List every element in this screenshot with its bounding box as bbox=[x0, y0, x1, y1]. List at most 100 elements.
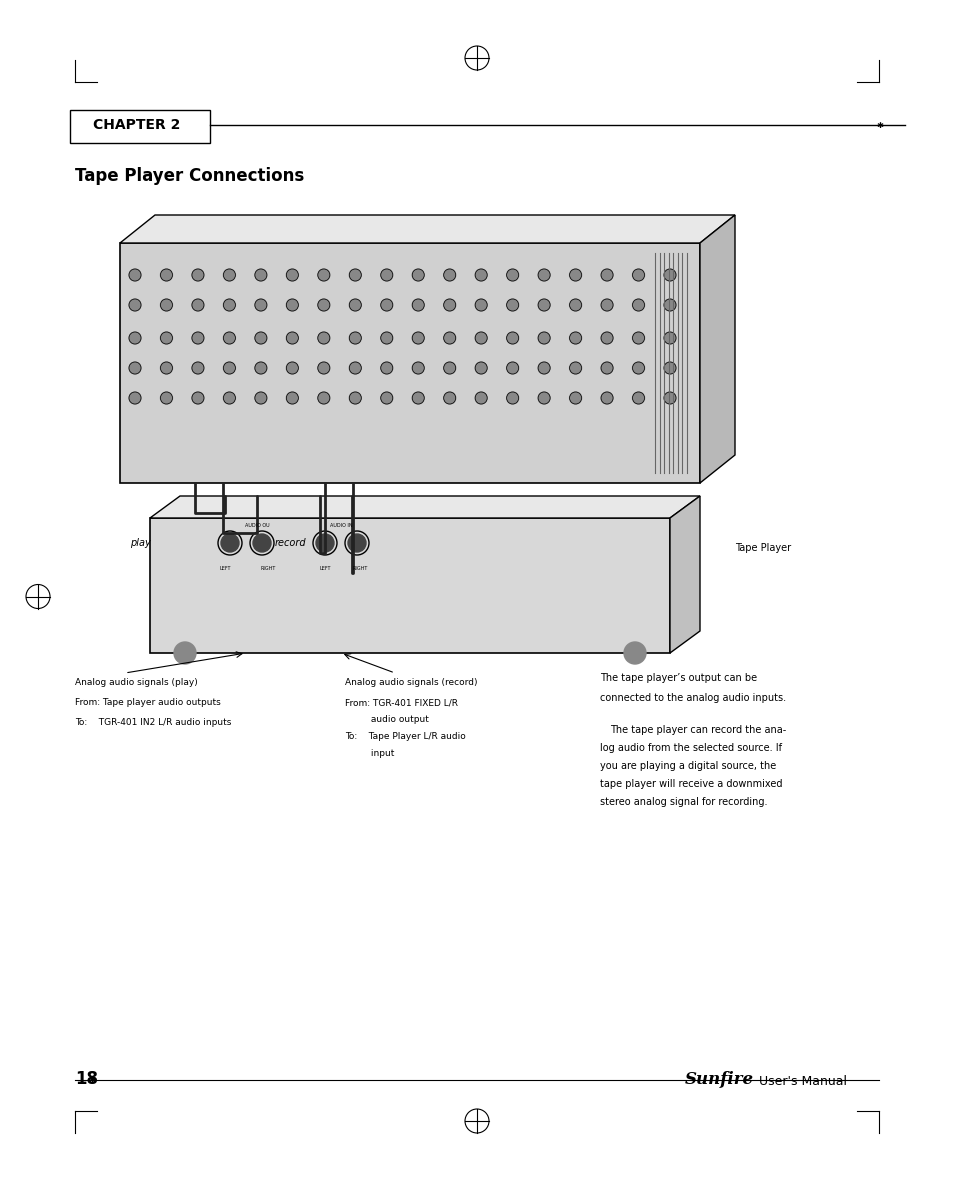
Circle shape bbox=[254, 332, 267, 344]
Circle shape bbox=[506, 268, 518, 282]
Circle shape bbox=[253, 534, 271, 552]
Circle shape bbox=[129, 361, 141, 373]
Circle shape bbox=[349, 299, 361, 311]
Circle shape bbox=[317, 332, 330, 344]
Text: Tape Player Connections: Tape Player Connections bbox=[75, 167, 304, 185]
Circle shape bbox=[317, 361, 330, 373]
Circle shape bbox=[317, 299, 330, 311]
Text: To:    Tape Player L/R audio: To: Tape Player L/R audio bbox=[345, 733, 465, 741]
Circle shape bbox=[475, 361, 487, 373]
Circle shape bbox=[254, 268, 267, 282]
Circle shape bbox=[412, 361, 424, 373]
Text: 18: 18 bbox=[75, 1070, 98, 1088]
Bar bbox=[150, 518, 669, 653]
Circle shape bbox=[663, 332, 676, 344]
Circle shape bbox=[160, 392, 172, 404]
Circle shape bbox=[349, 392, 361, 404]
Circle shape bbox=[254, 361, 267, 373]
Circle shape bbox=[221, 534, 239, 552]
Text: To:    TGR-401 IN2 L/R audio inputs: To: TGR-401 IN2 L/R audio inputs bbox=[75, 718, 232, 727]
Circle shape bbox=[380, 299, 393, 311]
Circle shape bbox=[443, 392, 456, 404]
Bar bbox=[120, 243, 700, 483]
Text: LEFT: LEFT bbox=[219, 565, 231, 571]
Circle shape bbox=[349, 332, 361, 344]
Circle shape bbox=[223, 268, 235, 282]
Circle shape bbox=[223, 299, 235, 311]
Circle shape bbox=[160, 268, 172, 282]
Bar bbox=[70, 110, 210, 143]
Circle shape bbox=[160, 361, 172, 373]
Text: you are playing a digital source, the: you are playing a digital source, the bbox=[599, 761, 776, 771]
Text: AUDIO OU: AUDIO OU bbox=[245, 523, 270, 528]
Circle shape bbox=[412, 299, 424, 311]
Polygon shape bbox=[669, 496, 700, 653]
Circle shape bbox=[663, 392, 676, 404]
Text: stereo analog signal for recording.: stereo analog signal for recording. bbox=[599, 797, 767, 806]
Text: tape player will receive a downmixed: tape player will receive a downmixed bbox=[599, 779, 781, 789]
Circle shape bbox=[380, 268, 393, 282]
Circle shape bbox=[632, 332, 644, 344]
Circle shape bbox=[537, 299, 550, 311]
Text: ✱: ✱ bbox=[89, 1076, 95, 1084]
Text: RIGHT: RIGHT bbox=[352, 565, 367, 571]
Text: audio output: audio output bbox=[345, 715, 429, 724]
Text: Analog audio signals (record): Analog audio signals (record) bbox=[345, 678, 477, 687]
Circle shape bbox=[412, 332, 424, 344]
Circle shape bbox=[569, 332, 581, 344]
Circle shape bbox=[537, 392, 550, 404]
Circle shape bbox=[506, 392, 518, 404]
Circle shape bbox=[380, 332, 393, 344]
Circle shape bbox=[286, 299, 298, 311]
Circle shape bbox=[380, 361, 393, 373]
Circle shape bbox=[569, 268, 581, 282]
Circle shape bbox=[380, 392, 393, 404]
Text: log audio from the selected source. If: log audio from the selected source. If bbox=[599, 743, 781, 753]
Circle shape bbox=[160, 332, 172, 344]
Circle shape bbox=[129, 392, 141, 404]
Circle shape bbox=[506, 299, 518, 311]
Circle shape bbox=[600, 392, 613, 404]
Circle shape bbox=[317, 268, 330, 282]
Circle shape bbox=[192, 332, 204, 344]
Circle shape bbox=[632, 268, 644, 282]
Circle shape bbox=[412, 392, 424, 404]
Text: Tape Player: Tape Player bbox=[734, 543, 790, 554]
Circle shape bbox=[443, 361, 456, 373]
Circle shape bbox=[223, 361, 235, 373]
Circle shape bbox=[129, 268, 141, 282]
Circle shape bbox=[286, 361, 298, 373]
Circle shape bbox=[286, 332, 298, 344]
Circle shape bbox=[412, 268, 424, 282]
Circle shape bbox=[315, 534, 334, 552]
Circle shape bbox=[569, 361, 581, 373]
Circle shape bbox=[600, 268, 613, 282]
Text: From: Tape player audio outputs: From: Tape player audio outputs bbox=[75, 698, 220, 707]
Polygon shape bbox=[700, 215, 734, 483]
Circle shape bbox=[475, 392, 487, 404]
Polygon shape bbox=[150, 496, 700, 518]
Circle shape bbox=[173, 642, 195, 665]
Text: From: TGR-401 FIXED L/R: From: TGR-401 FIXED L/R bbox=[345, 698, 457, 707]
Circle shape bbox=[443, 332, 456, 344]
Circle shape bbox=[192, 392, 204, 404]
Text: connected to the analog audio inputs.: connected to the analog audio inputs. bbox=[599, 693, 785, 703]
Circle shape bbox=[192, 268, 204, 282]
Text: The tape player can record the ana-: The tape player can record the ana- bbox=[609, 725, 785, 735]
Text: CHAPTER 2: CHAPTER 2 bbox=[93, 118, 180, 132]
Circle shape bbox=[160, 299, 172, 311]
Circle shape bbox=[443, 299, 456, 311]
Circle shape bbox=[537, 361, 550, 373]
Circle shape bbox=[286, 392, 298, 404]
Circle shape bbox=[348, 534, 366, 552]
Circle shape bbox=[663, 268, 676, 282]
Text: record: record bbox=[274, 538, 306, 548]
Circle shape bbox=[349, 268, 361, 282]
Text: Analog audio signals (play): Analog audio signals (play) bbox=[75, 678, 197, 687]
Circle shape bbox=[569, 392, 581, 404]
Circle shape bbox=[349, 361, 361, 373]
Circle shape bbox=[475, 299, 487, 311]
Circle shape bbox=[129, 332, 141, 344]
Text: AUDIO IN: AUDIO IN bbox=[330, 523, 353, 528]
Circle shape bbox=[443, 268, 456, 282]
